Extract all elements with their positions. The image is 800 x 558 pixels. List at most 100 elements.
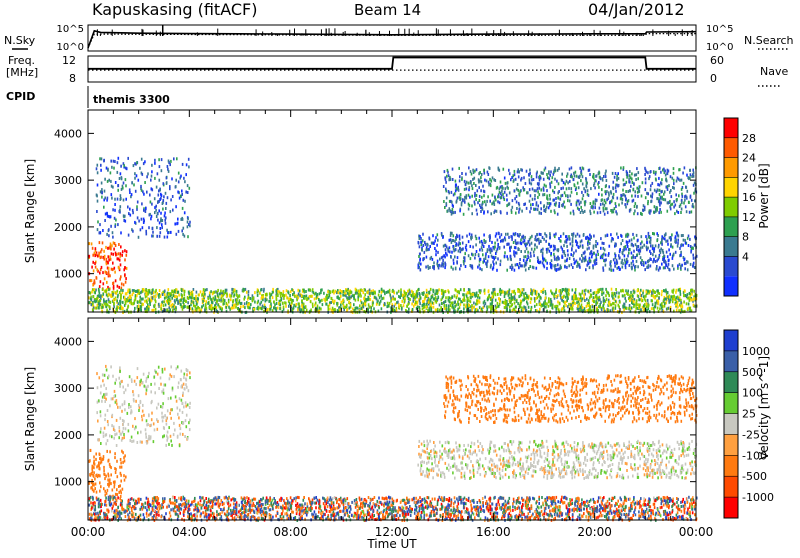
power-cell — [672, 300, 674, 303]
power-cell — [100, 169, 102, 172]
power-cell — [217, 303, 219, 306]
power-cell — [125, 302, 127, 305]
power-cell — [626, 176, 628, 179]
power-cell — [580, 211, 582, 214]
power-cell — [639, 305, 641, 308]
power-cell — [531, 289, 533, 292]
power-cell — [509, 249, 511, 252]
power-cell — [480, 258, 482, 261]
power-cell — [515, 212, 517, 215]
power-cell — [635, 256, 637, 259]
power-cell — [514, 189, 516, 192]
power-cell — [376, 303, 378, 306]
power-cell — [484, 179, 486, 182]
power-cell — [488, 245, 490, 248]
power-cell — [486, 179, 488, 182]
power-cell — [633, 182, 635, 185]
power-cell — [623, 308, 625, 311]
power-cell — [603, 292, 605, 295]
power-cell — [647, 260, 649, 263]
power-cell — [669, 295, 671, 298]
power-cell — [494, 210, 496, 213]
power-cell — [286, 289, 288, 292]
power-cell — [672, 186, 674, 189]
power-cell — [162, 219, 164, 222]
power-cell — [425, 295, 427, 298]
power-cell — [293, 291, 295, 294]
power-cell — [598, 186, 600, 189]
power-cell — [108, 234, 110, 237]
power-cell — [156, 292, 158, 295]
power-cell — [448, 174, 450, 177]
power-cell — [126, 254, 128, 257]
power-cell — [97, 200, 99, 203]
power-cell — [502, 239, 504, 242]
power-cell — [444, 266, 446, 269]
power-cell — [319, 292, 321, 295]
power-cell — [680, 251, 682, 254]
power-cell — [630, 208, 632, 211]
power-cell — [550, 252, 552, 255]
power-cell — [364, 302, 366, 305]
power-cell — [99, 241, 101, 244]
power-cell — [418, 242, 420, 245]
power-cell — [108, 273, 110, 276]
power-cell — [670, 298, 672, 301]
power-cell — [108, 270, 110, 273]
power-cell — [579, 293, 581, 296]
power-cell — [637, 212, 639, 215]
power-cell — [491, 302, 493, 305]
power-cell — [454, 255, 456, 258]
power-cell — [444, 305, 446, 308]
power-cell — [616, 177, 618, 180]
power-cell — [160, 212, 162, 215]
power-cell — [446, 254, 448, 257]
power-cell — [397, 301, 399, 304]
power-cell — [609, 245, 611, 248]
power-cell — [299, 294, 301, 297]
power-cell — [490, 266, 492, 269]
power-cell — [209, 306, 211, 309]
power-cell — [536, 175, 538, 178]
power-cell — [497, 239, 499, 242]
power-cell — [470, 296, 472, 299]
power-cell — [615, 205, 617, 208]
power-cell — [573, 212, 575, 215]
power-cell — [99, 272, 101, 275]
power-cell — [529, 210, 531, 213]
power-cell — [479, 267, 481, 270]
power-cell — [549, 194, 551, 197]
power-cell — [154, 197, 156, 200]
power-cell — [691, 247, 693, 250]
power-cell — [512, 174, 514, 177]
power-cell — [110, 215, 112, 218]
power-cell — [124, 273, 126, 276]
power-cell — [457, 186, 459, 189]
power-cell — [518, 211, 520, 214]
power-cell — [583, 252, 585, 255]
power-cell — [573, 258, 575, 261]
power-cell — [668, 263, 670, 266]
power-cell — [675, 291, 677, 294]
power-cell — [464, 259, 466, 262]
power-cell — [92, 247, 94, 250]
power-cell — [102, 229, 104, 232]
power-cell — [106, 290, 108, 293]
power-cell — [660, 171, 662, 174]
nsky-line — [88, 31, 696, 48]
power-cell — [170, 198, 172, 201]
power-cell — [528, 306, 530, 309]
power-cell — [585, 268, 587, 271]
power-cell — [114, 217, 116, 220]
power-cell — [238, 307, 240, 310]
power-cell — [527, 191, 529, 194]
power-cell — [632, 200, 634, 203]
power-cell — [537, 187, 539, 190]
power-cell — [577, 305, 579, 308]
power-cell — [126, 309, 128, 312]
power-cell — [631, 195, 633, 198]
power-cell — [596, 262, 598, 265]
power-cell — [654, 297, 656, 300]
power-cell — [184, 200, 186, 203]
power-cell — [546, 262, 548, 265]
